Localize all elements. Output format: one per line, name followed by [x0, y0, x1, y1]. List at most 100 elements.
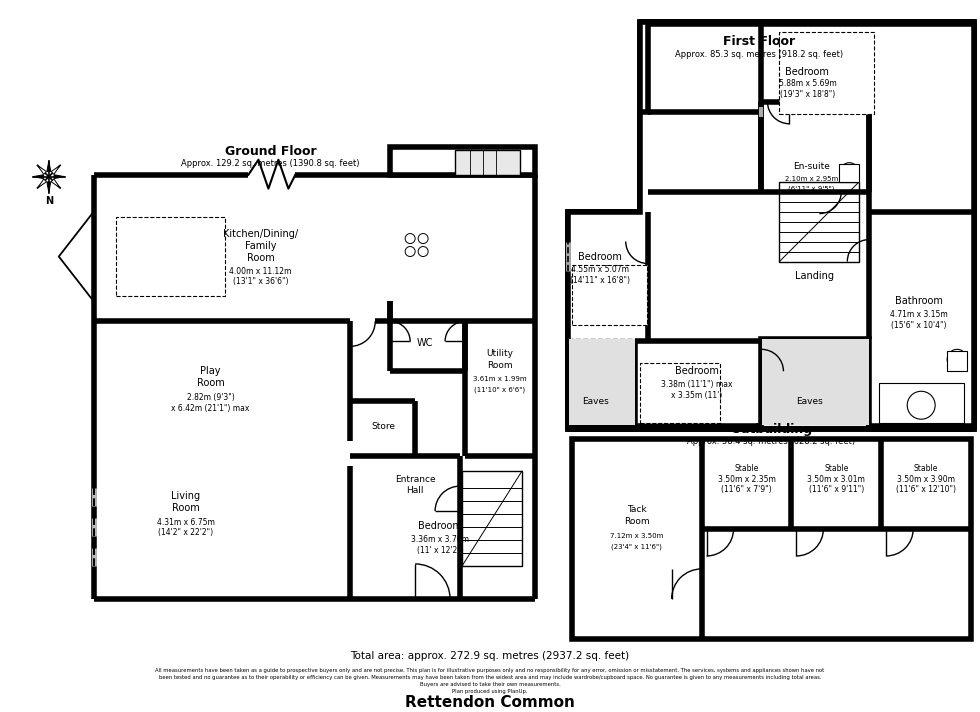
Text: 2.82m (9'3"): 2.82m (9'3") [186, 393, 234, 402]
Text: Bedroom: Bedroom [674, 366, 718, 377]
Bar [567, 22, 974, 429]
Text: Living: Living [172, 491, 200, 501]
Text: Total area: approx. 272.9 sq. metres (2937.2 sq. feet): Total area: approx. 272.9 sq. metres (29… [351, 651, 629, 661]
Text: 3.38m (11'1") max: 3.38m (11'1") max [661, 379, 732, 389]
Bar [390, 147, 535, 174]
Text: Stable
3.50m x 2.35m
(11'6" x 7'9"): Stable 3.50m x 2.35m (11'6" x 7'9") [717, 464, 775, 494]
Text: Approx. 85.3 sq. metres (918.2 sq. feet): Approx. 85.3 sq. metres (918.2 sq. feet) [675, 51, 844, 59]
Bar [762, 340, 869, 425]
Bar [839, 164, 859, 182]
Text: All measurements have been taken as a guide to prospective buyers only and are n: All measurements have been taken as a gu… [156, 669, 824, 674]
Text: First Floor: First Floor [723, 36, 796, 48]
Text: 5.88m x 5.69m: 5.88m x 5.69m [778, 79, 836, 88]
Text: Bathroom: Bathroom [896, 296, 943, 306]
Bar [760, 102, 869, 192]
Bar [760, 341, 869, 429]
Text: Store: Store [371, 422, 395, 431]
Polygon shape [51, 179, 60, 188]
Polygon shape [54, 174, 65, 179]
Text: 4.31m x 6.75m: 4.31m x 6.75m [157, 518, 215, 526]
Text: Room: Room [247, 253, 274, 263]
Text: Bedroom: Bedroom [785, 67, 829, 77]
Text: 7.12m x 3.50m: 7.12m x 3.50m [610, 533, 663, 539]
Text: WC: WC [416, 338, 433, 348]
Bar [779, 32, 874, 114]
Text: (14'2" x 22'2"): (14'2" x 22'2") [158, 528, 213, 538]
Text: Entrance: Entrance [395, 475, 435, 483]
Bar [760, 341, 869, 429]
Text: Kitchen/Dining/: Kitchen/Dining/ [222, 229, 298, 239]
Text: Landing: Landing [795, 271, 834, 281]
Text: Outbuilding: Outbuilding [730, 423, 812, 436]
Bar [760, 192, 869, 341]
Text: (15'6" x 10'4"): (15'6" x 10'4") [892, 321, 947, 330]
Bar [568, 340, 635, 425]
Text: Room: Room [172, 503, 200, 513]
Bar [94, 174, 533, 599]
Text: Utility: Utility [486, 349, 514, 358]
Text: Bedroom: Bedroom [418, 521, 462, 531]
Text: (23'4" x 11'6"): (23'4" x 11'6") [612, 544, 662, 550]
Polygon shape [567, 22, 974, 429]
Text: Hall: Hall [407, 486, 424, 495]
Bar [567, 341, 635, 429]
Polygon shape [33, 174, 43, 179]
Text: N: N [45, 196, 53, 206]
Text: been tested and no guarantee as to their operability or efficiency can be given.: been tested and no guarantee as to their… [159, 675, 821, 680]
Text: (11' x 12'2"): (11' x 12'2") [416, 547, 464, 555]
Text: Ground Floor: Ground Floor [224, 145, 317, 158]
Text: Eaves: Eaves [796, 397, 823, 406]
Text: Family: Family [245, 241, 276, 251]
Text: (14'11" x 16'8"): (14'11" x 16'8") [569, 276, 630, 285]
Text: Approx. 129.2 sq. metres (1390.8 sq. feet): Approx. 129.2 sq. metres (1390.8 sq. fee… [181, 159, 360, 168]
Text: Rettendon Common: Rettendon Common [405, 695, 575, 710]
Bar [567, 22, 974, 429]
Polygon shape [37, 179, 46, 188]
Bar [947, 351, 967, 371]
Text: En-suite: En-suite [793, 162, 830, 171]
Text: Bedroom: Bedroom [578, 251, 621, 261]
Bar [567, 341, 635, 429]
Text: Play: Play [200, 366, 220, 377]
Bar [462, 471, 522, 566]
Bar [572, 266, 647, 325]
Bar [567, 341, 635, 429]
Bar [635, 311, 760, 429]
Bar [760, 341, 869, 429]
Bar [560, 12, 980, 436]
Bar [869, 211, 974, 429]
Bar [640, 112, 760, 211]
Text: Room: Room [624, 516, 650, 525]
Text: Eaves: Eaves [582, 397, 610, 406]
Text: (6'11" x 9'5"): (6'11" x 9'5") [788, 185, 835, 192]
Bar [567, 211, 760, 341]
Text: 3.36m x 3.70m: 3.36m x 3.70m [411, 535, 469, 545]
Text: Room: Room [487, 361, 513, 370]
Text: (13'1" x 36'6"): (13'1" x 36'6") [232, 277, 288, 286]
Text: 3.61m x 1.99m: 3.61m x 1.99m [473, 376, 527, 382]
Bar [567, 22, 974, 429]
Text: 4.00m x 11.12m: 4.00m x 11.12m [229, 267, 292, 276]
Polygon shape [47, 161, 51, 172]
Polygon shape [567, 22, 974, 429]
Text: (11'10" x 6'6"): (11'10" x 6'6") [474, 386, 525, 392]
Text: Tack: Tack [627, 505, 647, 513]
Text: x 3.35m (11'): x 3.35m (11') [671, 391, 722, 399]
Bar [116, 216, 225, 296]
Polygon shape [47, 182, 51, 193]
Text: x 6.42m (21'1") max: x 6.42m (21'1") max [172, 404, 250, 413]
Bar [572, 439, 971, 639]
Text: (19'3" x 18'8"): (19'3" x 18'8") [780, 90, 835, 99]
Bar [879, 383, 964, 423]
Text: Stable
3.50m x 3.01m
(11'6" x 9'11"): Stable 3.50m x 3.01m (11'6" x 9'11") [808, 464, 865, 494]
Polygon shape [51, 165, 60, 174]
Bar [640, 363, 719, 423]
Polygon shape [567, 24, 974, 426]
Text: 2.10m x 2.95m: 2.10m x 2.95m [785, 176, 838, 182]
Text: Approx. 58.4 sq. metres (628.2 sq. feet): Approx. 58.4 sq. metres (628.2 sq. feet) [687, 436, 856, 446]
Text: Room: Room [197, 378, 224, 388]
Polygon shape [37, 165, 46, 174]
Text: Buyers are advised to take their own measurements.: Buyers are advised to take their own mea… [419, 682, 561, 687]
Bar [779, 182, 859, 261]
Text: 4.71m x 3.15m: 4.71m x 3.15m [890, 310, 948, 319]
